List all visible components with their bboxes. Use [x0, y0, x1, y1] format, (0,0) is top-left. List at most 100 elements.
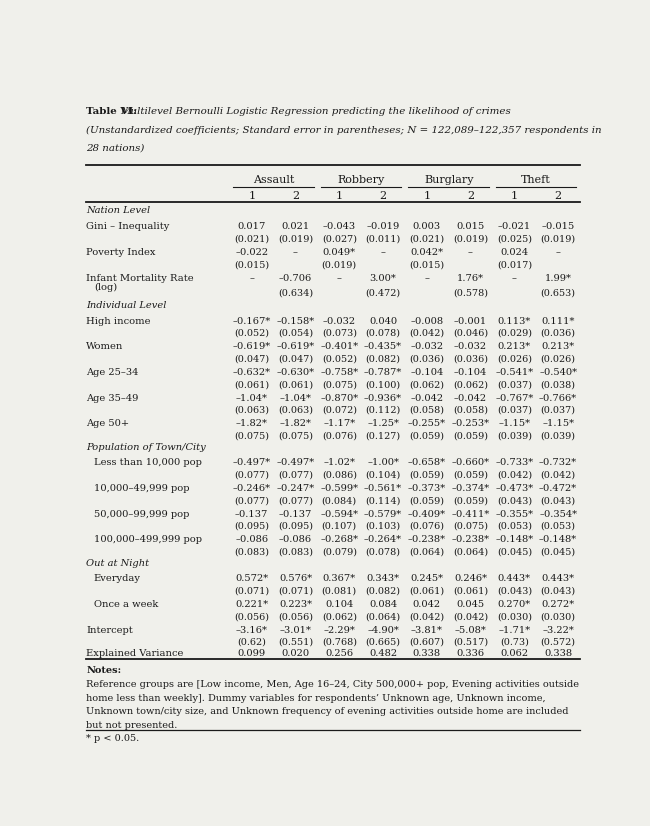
- Text: –1.02*: –1.02*: [323, 458, 355, 468]
- Text: 2: 2: [380, 192, 387, 202]
- Text: (0.075): (0.075): [322, 380, 357, 389]
- Text: (0.075): (0.075): [453, 522, 488, 531]
- Text: (0.027): (0.027): [322, 235, 357, 244]
- Text: –0.137: –0.137: [279, 510, 312, 519]
- Text: –0.238*: –0.238*: [452, 535, 489, 544]
- Text: 0.482: 0.482: [369, 649, 397, 658]
- Text: 0.042: 0.042: [413, 600, 441, 609]
- Text: –1.82*: –1.82*: [236, 419, 268, 428]
- Text: 50,000–99,999 pop: 50,000–99,999 pop: [94, 510, 189, 519]
- Text: Once a week: Once a week: [94, 600, 158, 609]
- Text: –0.732*: –0.732*: [539, 458, 577, 468]
- Text: –0.473*: –0.473*: [495, 484, 534, 493]
- Text: 100,000–499,999 pop: 100,000–499,999 pop: [94, 535, 202, 544]
- Text: 0.020: 0.020: [281, 649, 309, 658]
- Text: (0.043): (0.043): [497, 586, 532, 596]
- Text: (0.551): (0.551): [278, 638, 313, 647]
- Text: 0.270*: 0.270*: [498, 600, 531, 609]
- Text: –3.81*: –3.81*: [411, 625, 443, 634]
- Text: –1.04*: –1.04*: [280, 393, 311, 402]
- Text: Gini – Inequality: Gini – Inequality: [86, 222, 170, 231]
- Text: 0.245*: 0.245*: [410, 574, 443, 583]
- Text: (0.037): (0.037): [497, 380, 532, 389]
- Text: –1.00*: –1.00*: [367, 458, 399, 468]
- Text: 0.213*: 0.213*: [498, 342, 531, 351]
- Text: (0.063): (0.063): [278, 406, 313, 415]
- Text: 0.443*: 0.443*: [498, 574, 531, 583]
- Text: 1: 1: [335, 192, 343, 202]
- Text: (0.056): (0.056): [278, 612, 313, 621]
- Text: (0.084): (0.084): [322, 496, 357, 506]
- Text: –0.042: –0.042: [410, 393, 443, 402]
- Text: –0.540*: –0.540*: [539, 368, 577, 377]
- Text: High income: High income: [86, 316, 151, 325]
- Text: –0.767*: –0.767*: [495, 393, 534, 402]
- Text: (0.095): (0.095): [234, 522, 269, 531]
- Text: –0.042: –0.042: [454, 393, 487, 402]
- Text: (0.038): (0.038): [541, 380, 576, 389]
- Text: (0.017): (0.017): [497, 260, 532, 269]
- Text: (0.059): (0.059): [410, 431, 445, 440]
- Text: 0.084: 0.084: [369, 600, 397, 609]
- Text: (0.079): (0.079): [322, 548, 357, 557]
- Text: –1.04*: –1.04*: [236, 393, 268, 402]
- Text: (0.036): (0.036): [541, 329, 576, 338]
- Text: –0.409*: –0.409*: [408, 510, 446, 519]
- Text: (0.072): (0.072): [322, 406, 357, 415]
- Text: –0.497*: –0.497*: [276, 458, 315, 468]
- Text: –5.08*: –5.08*: [455, 625, 486, 634]
- Text: (0.015): (0.015): [234, 260, 269, 269]
- Text: –0.015: –0.015: [541, 222, 575, 231]
- Text: (0.071): (0.071): [234, 586, 269, 596]
- Text: (0.043): (0.043): [541, 586, 576, 596]
- Text: 1: 1: [423, 192, 430, 202]
- Text: –1.25*: –1.25*: [367, 419, 399, 428]
- Text: 10,000–49,999 pop: 10,000–49,999 pop: [94, 484, 189, 493]
- Text: 0.336: 0.336: [456, 649, 485, 658]
- Text: (0.056): (0.056): [234, 612, 269, 621]
- Text: 0.042*: 0.042*: [410, 248, 443, 257]
- Text: (0.634): (0.634): [278, 288, 313, 297]
- Text: –0.255*: –0.255*: [408, 419, 446, 428]
- Text: (0.061): (0.061): [453, 586, 488, 596]
- Text: (0.078): (0.078): [365, 548, 400, 557]
- Text: –0.374*: –0.374*: [452, 484, 489, 493]
- Text: –0.401*: –0.401*: [320, 342, 358, 351]
- Text: –0.148*: –0.148*: [539, 535, 577, 544]
- Text: Out at Night: Out at Night: [86, 558, 150, 567]
- Text: 28 nations): 28 nations): [86, 144, 145, 153]
- Text: (0.078): (0.078): [365, 329, 400, 338]
- Text: (0.061): (0.061): [278, 380, 313, 389]
- Text: (0.083): (0.083): [278, 548, 313, 557]
- Text: (0.653): (0.653): [541, 288, 576, 297]
- Text: –: –: [556, 248, 560, 257]
- Text: (0.019): (0.019): [453, 235, 488, 244]
- Text: (0.517): (0.517): [453, 638, 488, 647]
- Text: 1: 1: [248, 192, 255, 202]
- Text: –0.411*: –0.411*: [452, 510, 489, 519]
- Text: –0.021: –0.021: [498, 222, 531, 231]
- Text: home less than weekly]. Dummy variables for respondents’ Unknown age, Unknown in: home less than weekly]. Dummy variables …: [86, 694, 546, 703]
- Text: –0.032: –0.032: [454, 342, 487, 351]
- Text: (0.071): (0.071): [278, 586, 313, 596]
- Text: (0.082): (0.082): [365, 354, 400, 363]
- Text: Nation Level: Nation Level: [86, 206, 150, 216]
- Text: 0.221*: 0.221*: [235, 600, 268, 609]
- Text: (0.061): (0.061): [410, 586, 445, 596]
- Text: –1.15*: –1.15*: [499, 419, 530, 428]
- Text: Age 35–49: Age 35–49: [86, 393, 138, 402]
- Text: (0.095): (0.095): [278, 522, 313, 531]
- Text: –0.137: –0.137: [235, 510, 268, 519]
- Text: Women: Women: [86, 342, 124, 351]
- Text: 0.049*: 0.049*: [323, 248, 356, 257]
- Text: 0.003: 0.003: [413, 222, 441, 231]
- Text: (0.039): (0.039): [541, 431, 576, 440]
- Text: (0.045): (0.045): [541, 548, 576, 557]
- Text: –0.104: –0.104: [454, 368, 488, 377]
- Text: (0.472): (0.472): [365, 288, 400, 297]
- Text: (0.059): (0.059): [410, 471, 445, 480]
- Text: –0.787*: –0.787*: [364, 368, 402, 377]
- Text: (0.053): (0.053): [541, 522, 576, 531]
- Text: Notes:: Notes:: [86, 667, 122, 676]
- Text: –0.158*: –0.158*: [276, 316, 315, 325]
